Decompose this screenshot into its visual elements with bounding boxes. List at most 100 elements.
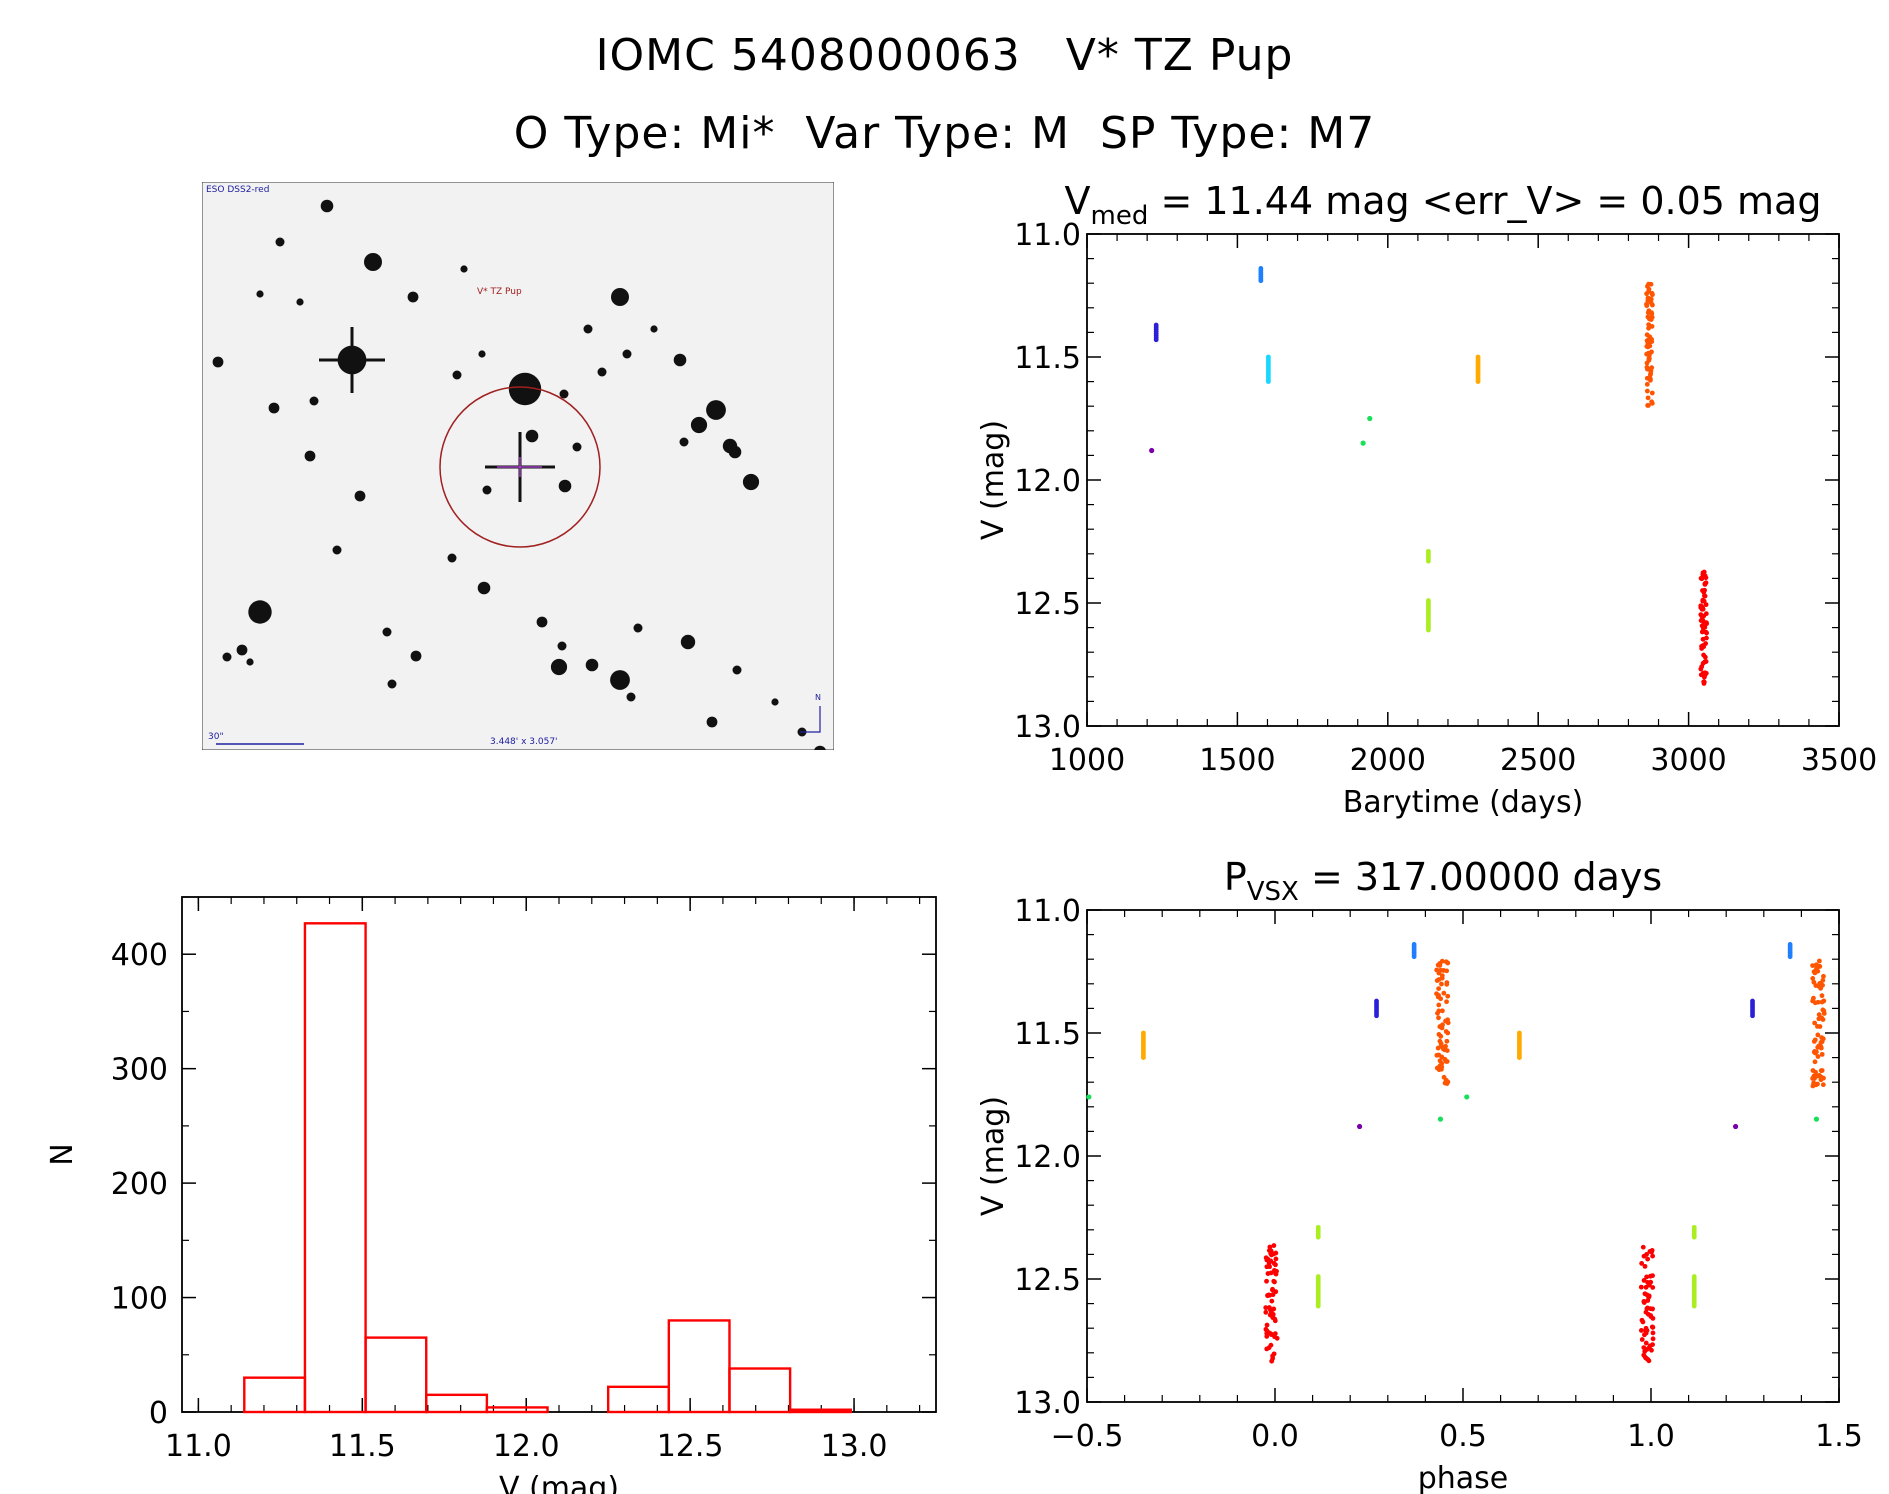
finder-star: [706, 716, 718, 728]
phase-point: [1815, 1032, 1821, 1038]
phase-point: [1271, 1243, 1277, 1248]
histogram-panel: 11.0 11.5 12.0 12.5 13.0 0 100 200 300 400 V (mag)…: [45, 896, 937, 1494]
phase-point: [1820, 1007, 1826, 1013]
lc-point: [1646, 402, 1651, 408]
finder-star: [508, 372, 542, 406]
hist-bar: [303, 922, 367, 1414]
lc-point: [1426, 627, 1431, 633]
finder-star: [611, 288, 629, 306]
lc-frame: [1086, 233, 1840, 727]
lc-point: [1702, 659, 1708, 665]
phase-point: [1264, 1278, 1269, 1284]
hist-bar: [425, 1393, 489, 1414]
lc-ytick-label: 13.0: [1014, 710, 1081, 745]
phase-point: [1639, 1260, 1645, 1266]
phase-point: [1274, 1335, 1280, 1341]
phase-point: [1821, 973, 1826, 979]
hist-ytick-label: 0: [149, 1396, 168, 1431]
hist-ytick-label: 100: [111, 1282, 168, 1317]
finder-star: [622, 349, 632, 359]
phase-xtick-label: 0.0: [1251, 1419, 1299, 1454]
lc-point: [1702, 593, 1707, 599]
lc-ylabel: V (mag): [976, 420, 1011, 540]
hist-xtick-label: 13.0: [821, 1429, 888, 1464]
phase-point: [1815, 1024, 1820, 1029]
phase-point: [1812, 1020, 1818, 1026]
hist-bar: [728, 1367, 792, 1414]
lc-point: [1646, 355, 1652, 361]
phase-point: [1271, 1260, 1277, 1266]
phase-point: [1817, 964, 1823, 969]
phase-point: [1650, 1285, 1656, 1290]
phase-point: [1445, 993, 1451, 999]
lc-point: [1698, 612, 1704, 618]
finder-star: [387, 679, 397, 689]
lc-point: [1699, 646, 1705, 651]
phase-point: [1434, 978, 1440, 984]
phase-point: [1810, 976, 1816, 981]
hist-ylabel: N: [45, 1143, 80, 1165]
phase-point: [1650, 1342, 1655, 1348]
phase-title-sub: VSX: [1247, 877, 1299, 907]
lc-point: [1648, 296, 1654, 302]
phase-point: [1517, 1055, 1522, 1060]
phase-point: [1650, 1336, 1656, 1342]
phase-point: [1818, 1077, 1824, 1083]
finder-star: [650, 325, 658, 333]
finder-star: [478, 350, 486, 358]
lc-ytick-label: 11.5: [1014, 341, 1081, 376]
phase-xtick-label: 1.0: [1627, 1419, 1675, 1454]
phase-point: [1811, 1073, 1817, 1079]
hist-bar: [243, 1376, 307, 1414]
phase-point: [1264, 1333, 1270, 1339]
phase-point: [1645, 1298, 1651, 1303]
phase-point: [1816, 1012, 1822, 1018]
phase-point: [1438, 967, 1443, 973]
phase-point: [1812, 1000, 1818, 1006]
finder-star: [364, 253, 382, 271]
finder-star: [246, 658, 254, 666]
lc-point: [1650, 292, 1655, 298]
lc-xtick-label: 2000: [1350, 743, 1426, 778]
finder-star: [559, 389, 569, 399]
phase-point: [1264, 1264, 1270, 1270]
finder-star: [296, 298, 304, 306]
phase-point: [1436, 986, 1442, 991]
phase-ytick-label: 12.5: [1014, 1263, 1081, 1298]
phase-point: [1265, 1271, 1271, 1276]
finder-star: [680, 634, 696, 650]
phase-point: [1813, 1049, 1819, 1055]
phase-point: [1442, 1046, 1447, 1052]
hist-ytick-label: 300: [111, 1053, 168, 1088]
lc-point: [1701, 679, 1707, 685]
hist-xtick-label: 12.5: [657, 1429, 724, 1464]
phase-point: [1436, 1015, 1441, 1021]
finder-star: [309, 396, 319, 406]
phase-title-main: P: [1224, 855, 1247, 899]
phase-point: [1264, 1346, 1270, 1352]
phase-point: [1817, 1043, 1823, 1049]
lc-point: [1258, 278, 1264, 284]
finder-star: [452, 370, 462, 380]
phase-point: [1649, 1249, 1654, 1255]
finder-star: [447, 553, 457, 563]
phase-point: [1438, 1033, 1444, 1039]
phase-point: [1820, 1082, 1826, 1088]
phase-point: [1819, 999, 1825, 1005]
phase-ytick-label: 11.0: [1014, 894, 1081, 929]
lc-point: [1702, 587, 1707, 593]
phase-point: [1648, 1306, 1653, 1312]
finder-star: [354, 490, 366, 502]
lc-point: [1649, 349, 1654, 355]
finder-star: [679, 437, 689, 447]
hist-xtick-label: 11.0: [165, 1429, 232, 1464]
phase-point: [1443, 1029, 1449, 1034]
phase-point: [1437, 1058, 1443, 1064]
phase-point: [1411, 954, 1417, 960]
finder-star: [256, 290, 264, 298]
phase-point: [1268, 1258, 1274, 1264]
light-curve-panel: 1000 1500 2000 2500 3000 3500 11.0 11.5 12.0 12.5…: [976, 179, 1877, 820]
lc-point: [1701, 652, 1706, 658]
phase-point: [1269, 1298, 1275, 1304]
phase-point: [1439, 975, 1445, 981]
